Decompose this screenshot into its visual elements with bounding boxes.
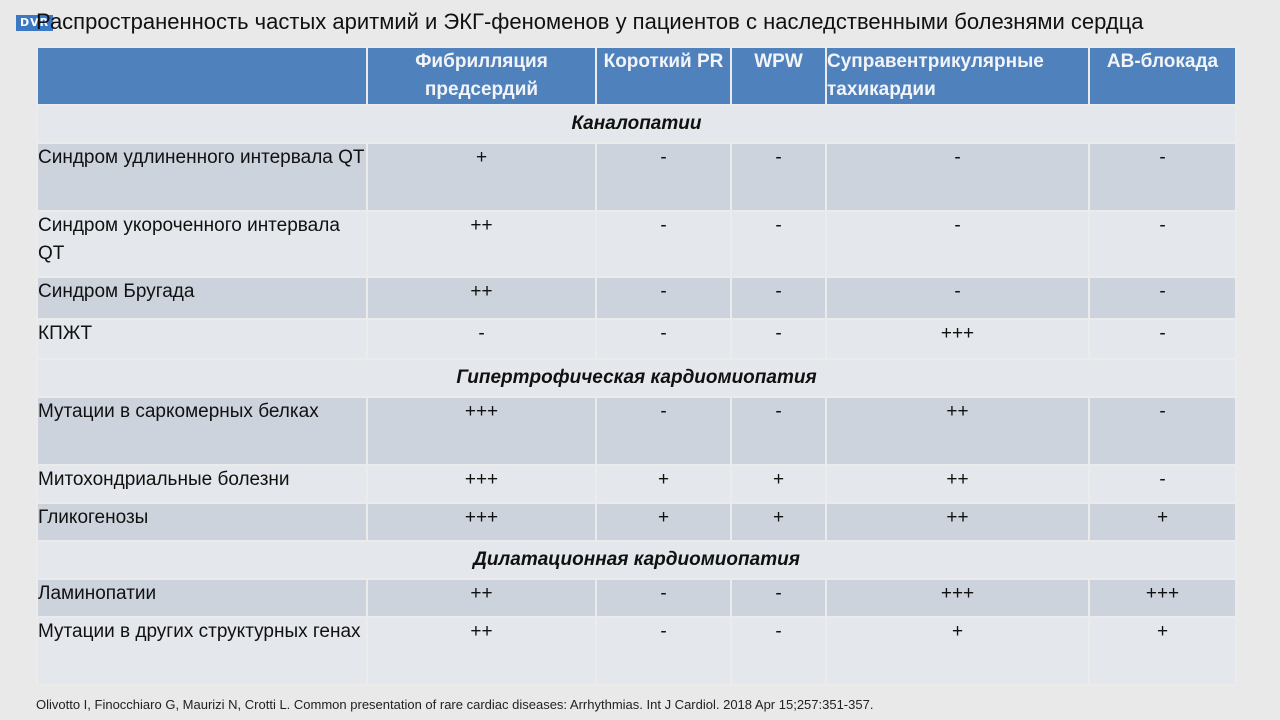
value-cell: - <box>1088 210 1237 278</box>
table-body: Каналопатии Синдром удлиненного интервала… <box>36 104 1237 686</box>
value-cell: + <box>1088 502 1237 542</box>
section-row: Каналопатии <box>36 104 1237 144</box>
value-cell: - <box>730 578 827 618</box>
table-row: Митохондриальные болезни +++ + + ++ - <box>36 464 1237 504</box>
value-cell: + <box>825 616 1090 686</box>
value-cell: - <box>730 616 827 686</box>
value-cell: + <box>366 142 597 212</box>
value-cell: - <box>730 276 827 320</box>
row-label: Гликогенозы <box>36 502 368 542</box>
value-cell: - <box>1088 142 1237 212</box>
value-cell: - <box>825 276 1090 320</box>
value-cell: - <box>595 396 732 466</box>
header-cell-wpw: WPW <box>730 46 827 106</box>
value-cell: ++ <box>366 276 597 320</box>
citation: Olivotto I, Finocchiaro G, Maurizi N, Cr… <box>36 697 874 712</box>
header-cell-av-block: АВ-блокада <box>1088 46 1237 106</box>
value-cell: + <box>730 464 827 504</box>
value-cell: + <box>730 502 827 542</box>
header-cell-short-pr: Короткий PR <box>595 46 732 106</box>
value-cell: - <box>595 578 732 618</box>
section-row: Гипертрофическая кардиомиопатия <box>36 358 1237 398</box>
value-cell: +++ <box>825 578 1090 618</box>
header-cell-empty <box>36 46 368 106</box>
value-cell: ++ <box>825 464 1090 504</box>
value-cell: + <box>595 464 732 504</box>
value-cell: +++ <box>1088 578 1237 618</box>
value-cell: - <box>595 210 732 278</box>
table-row: Гликогенозы +++ + + ++ + <box>36 502 1237 542</box>
value-cell: - <box>595 616 732 686</box>
row-label: Митохондриальные болезни <box>36 464 368 504</box>
table-row: КПЖТ - - - +++ - <box>36 318 1237 360</box>
value-cell: - <box>825 210 1090 278</box>
value-cell: - <box>1088 396 1237 466</box>
value-cell: - <box>595 318 732 360</box>
dvr-badge: DVR <box>16 15 54 31</box>
section-title: Каналопатии <box>36 104 1237 144</box>
value-cell: - <box>730 210 827 278</box>
row-label: Мутации в саркомерных белках <box>36 396 368 466</box>
value-cell: ++ <box>825 396 1090 466</box>
row-label: Мутации в других структурных генах <box>36 616 368 686</box>
value-cell: - <box>730 396 827 466</box>
table-row: Синдром укороченного интервала QT ++ - - - - <box>36 210 1237 278</box>
value-cell: - <box>595 276 732 320</box>
value-cell: + <box>595 502 732 542</box>
section-title: Гипертрофическая кардиомиопатия <box>36 358 1237 398</box>
section-title: Дилатационная кардиомиопатия <box>36 540 1237 580</box>
value-cell: ++ <box>366 616 597 686</box>
row-label: Синдром удлиненного интервала QT <box>36 142 368 212</box>
value-cell: +++ <box>366 502 597 542</box>
value-cell: - <box>366 318 597 360</box>
table-header-row: Фибрилляция предсердий Короткий PR WPW С… <box>36 46 1237 106</box>
table-row: Мутации в других структурных генах ++ - - + + <box>36 616 1237 686</box>
value-cell: ++ <box>366 578 597 618</box>
value-cell: + <box>1088 616 1237 686</box>
row-label: КПЖТ <box>36 318 368 360</box>
value-cell: +++ <box>825 318 1090 360</box>
prevalence-table: Фибрилляция предсердий Короткий PR WPW С… <box>36 46 1237 686</box>
header-cell-af: Фибрилляция предсердий <box>366 46 597 106</box>
value-cell: - <box>1088 318 1237 360</box>
row-label: Синдром Бругада <box>36 276 368 320</box>
value-cell: - <box>730 142 827 212</box>
value-cell: ++ <box>366 210 597 278</box>
value-cell: - <box>595 142 732 212</box>
table-row: Мутации в саркомерных белках +++ - - ++ - <box>36 396 1237 466</box>
slide-title: Распространенность частых аритмий и ЭКГ-… <box>36 9 1144 34</box>
table-row: Ламинопатии ++ - - +++ +++ <box>36 578 1237 618</box>
value-cell: +++ <box>366 396 597 466</box>
table-row: Синдром удлиненного интервала QT + - - - - <box>36 142 1237 212</box>
value-cell: - <box>1088 276 1237 320</box>
header-cell-svt: Суправентрикулярные тахикардии <box>825 46 1090 106</box>
value-cell: - <box>1088 464 1237 504</box>
value-cell: - <box>730 318 827 360</box>
value-cell: ++ <box>825 502 1090 542</box>
value-cell: - <box>825 142 1090 212</box>
section-row: Дилатационная кардиомиопатия <box>36 540 1237 580</box>
row-label: Синдром укороченного интервала QT <box>36 210 368 278</box>
row-label: Ламинопатии <box>36 578 368 618</box>
value-cell: +++ <box>366 464 597 504</box>
table-row: Синдром Бругада ++ - - - - <box>36 276 1237 320</box>
